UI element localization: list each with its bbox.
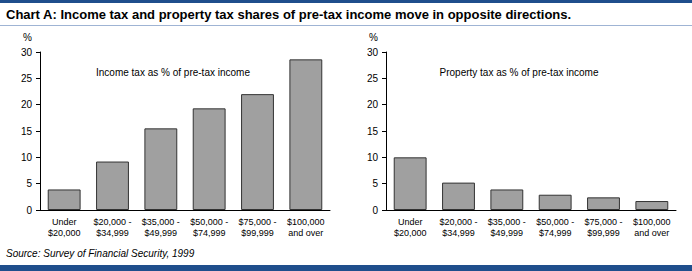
svg-text:5: 5: [26, 178, 32, 189]
svg-text:15: 15: [21, 126, 33, 137]
svg-text:%: %: [23, 32, 32, 43]
svg-text:and over: and over: [288, 228, 323, 238]
svg-text:0: 0: [26, 205, 32, 216]
svg-text:30: 30: [21, 47, 33, 58]
svg-text:10: 10: [21, 152, 33, 163]
svg-text:20: 20: [367, 99, 379, 110]
svg-text:and over: and over: [634, 228, 669, 238]
svg-text:$35,000 -: $35,000 -: [142, 217, 180, 227]
svg-text:5: 5: [372, 178, 378, 189]
svg-text:$75,000 -: $75,000 -: [238, 217, 276, 227]
svg-text:0: 0: [372, 205, 378, 216]
svg-text:$20,000 -: $20,000 -: [439, 217, 477, 227]
svg-text:$75,000 -: $75,000 -: [584, 217, 622, 227]
svg-text:$34,999: $34,999: [442, 228, 475, 238]
svg-text:25: 25: [367, 73, 379, 84]
svg-text:$35,000 -: $35,000 -: [488, 217, 526, 227]
svg-text:10: 10: [367, 152, 379, 163]
svg-text:$74,999: $74,999: [539, 228, 572, 238]
svg-text:15: 15: [367, 126, 379, 137]
svg-text:20: 20: [21, 99, 33, 110]
svg-text:$99,999: $99,999: [241, 228, 274, 238]
svg-text:25: 25: [21, 73, 33, 84]
svg-text:$34,999: $34,999: [96, 228, 129, 238]
svg-text:$49,999: $49,999: [145, 228, 178, 238]
svg-text:30: 30: [367, 47, 379, 58]
svg-text:%: %: [369, 32, 378, 43]
svg-text:$50,000 -: $50,000 -: [536, 217, 574, 227]
svg-text:$74,999: $74,999: [193, 228, 226, 238]
svg-text:$49,999: $49,999: [491, 228, 524, 238]
svg-text:Under: Under: [398, 217, 423, 227]
html-text:Source: Survey of Financial Se: Source: Survey of Financial Security, 19…: [6, 248, 195, 259]
svg-text:$20,000: $20,000: [394, 228, 427, 238]
svg-text:$20,000: $20,000: [48, 228, 81, 238]
svg-text:Property tax as % of pre-tax i: Property tax as % of pre-tax income: [440, 67, 599, 78]
svg-text:$50,000 -: $50,000 -: [190, 217, 228, 227]
svg-text:$99,999: $99,999: [587, 228, 620, 238]
svg-text:$100,000: $100,000: [287, 217, 325, 227]
html-text:Chart A: Income tax and proper: Chart A: Income tax and property tax sha…: [6, 7, 572, 22]
svg-text:$100,000: $100,000: [633, 217, 671, 227]
svg-text:Income tax as % of pre-tax inc: Income tax as % of pre-tax income: [96, 67, 250, 78]
svg-text:$20,000 -: $20,000 -: [93, 217, 131, 227]
svg-text:Under: Under: [52, 217, 77, 227]
